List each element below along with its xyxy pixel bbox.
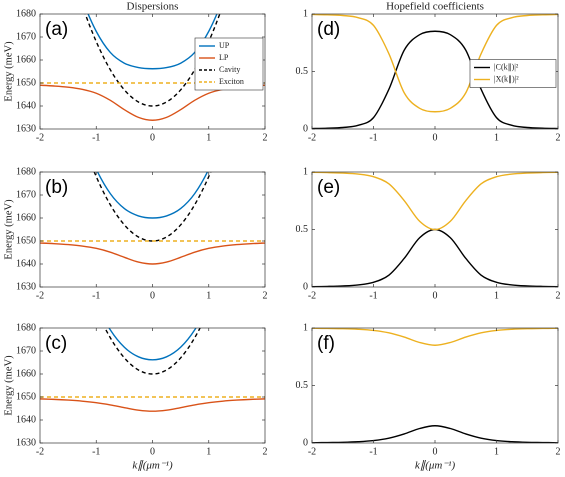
- series-line: [108, 328, 197, 361]
- y-tick-label: 1670: [16, 189, 36, 200]
- series-line: [312, 14, 558, 113]
- y-tick-label: 1680: [16, 8, 36, 19]
- x-tick-label: 1: [494, 446, 499, 457]
- x-axis-label: k∥(μm⁻¹): [132, 460, 173, 472]
- y-tick-label: 1660: [16, 368, 36, 379]
- x-tick-label: 1: [494, 290, 499, 301]
- panel-label: (e): [317, 177, 340, 198]
- x-tick-label: 1: [206, 446, 211, 457]
- x-tick-label: -2: [308, 132, 316, 143]
- panel-label: (d): [317, 19, 340, 40]
- x-tick-label: 0: [433, 290, 438, 301]
- y-tick-label: 1: [303, 322, 308, 333]
- y-tick-label: 1640: [16, 414, 36, 425]
- x-tick-label: -1: [92, 290, 100, 301]
- y-tick-label: 1680: [16, 322, 36, 333]
- series-line: [104, 328, 201, 375]
- x-tick-label: 0: [150, 132, 155, 143]
- panel-label: (f): [317, 333, 335, 354]
- legend-label: Exciton: [219, 77, 244, 86]
- x-tick-label: -1: [92, 446, 100, 457]
- x-tick-label: 0: [150, 290, 155, 301]
- x-tick-label: 0: [433, 446, 438, 457]
- y-tick-label: 1640: [16, 100, 36, 111]
- x-tick-label: 1: [206, 132, 211, 143]
- x-tick-label: 0: [150, 446, 155, 457]
- y-tick-label: 1670: [16, 31, 36, 42]
- panel-title: Dispersions: [127, 1, 179, 13]
- y-tick-label: 0.5: [296, 66, 309, 77]
- legend-label: UP: [219, 41, 230, 50]
- y-tick-label: 1650: [16, 77, 36, 88]
- x-tick-label: 1: [494, 132, 499, 143]
- x-tick-label: -2: [308, 290, 316, 301]
- y-tick-label: 0.5: [296, 380, 309, 391]
- x-tick-label: -2: [36, 290, 44, 301]
- y-tick-label: 1630: [16, 281, 36, 292]
- x-tick-label: 2: [263, 446, 268, 457]
- legend-box: [469, 59, 557, 88]
- y-tick-label: 1650: [16, 391, 36, 402]
- series-line: [312, 425, 558, 443]
- y-axis-label: Energy (meV): [3, 199, 14, 260]
- y-tick-label: 1630: [16, 437, 36, 448]
- y-tick-label: 1660: [16, 54, 36, 65]
- y-tick-label: 1640: [16, 258, 36, 269]
- x-tick-label: -2: [308, 446, 316, 457]
- legend-label: Cavity: [219, 65, 240, 74]
- panel-label: (c): [45, 333, 67, 354]
- series-line: [96, 172, 209, 219]
- panel-title: Hopefield coefficients: [386, 1, 484, 13]
- y-tick-label: 1670: [16, 345, 36, 356]
- series-line: [40, 398, 265, 412]
- y-tick-label: 1660: [16, 212, 36, 223]
- x-tick-label: -1: [92, 132, 100, 143]
- x-tick-label: 1: [206, 290, 211, 301]
- y-tick-label: 1: [303, 8, 308, 19]
- y-axis-label: Energy (meV): [3, 355, 14, 416]
- x-tick-label: 0: [433, 132, 438, 143]
- y-tick-label: 0: [303, 437, 308, 448]
- legend-label: |C(k∥)|²: [494, 62, 519, 71]
- x-tick-label: -2: [36, 132, 44, 143]
- series-line: [84, 14, 221, 107]
- x-tick-label: -1: [369, 132, 377, 143]
- x-axis-label: k∥(μm⁻¹): [415, 460, 456, 472]
- y-tick-label: 1: [303, 166, 308, 177]
- x-tick-label: 2: [556, 132, 561, 143]
- axes-bg: [312, 328, 558, 443]
- axes-bg: [40, 172, 265, 287]
- y-tick-label: 0: [303, 281, 308, 292]
- y-tick-label: 1630: [16, 123, 36, 134]
- legend-label: LP: [219, 53, 229, 62]
- series-line: [40, 242, 265, 265]
- legend-label: |X(k∥)|²: [494, 74, 519, 83]
- axes-bg: [40, 328, 265, 443]
- y-tick-label: 0.5: [296, 224, 309, 235]
- y-tick-label: 1680: [16, 166, 36, 177]
- y-axis-label: Energy (meV): [3, 41, 14, 102]
- x-tick-label: -1: [369, 446, 377, 457]
- x-tick-label: -2: [36, 446, 44, 457]
- series-line: [312, 172, 558, 231]
- panel-label: (b): [45, 177, 68, 198]
- x-tick-label: 2: [263, 132, 268, 143]
- series-line: [87, 14, 218, 70]
- x-tick-label: -1: [369, 290, 377, 301]
- x-tick-label: 2: [263, 290, 268, 301]
- series-line: [312, 30, 558, 129]
- y-tick-label: 0: [303, 123, 308, 134]
- y-tick-label: 1650: [16, 235, 36, 246]
- panel-label: (a): [45, 19, 68, 40]
- x-tick-label: 2: [556, 290, 561, 301]
- x-tick-label: 2: [556, 446, 561, 457]
- series-line: [312, 328, 558, 346]
